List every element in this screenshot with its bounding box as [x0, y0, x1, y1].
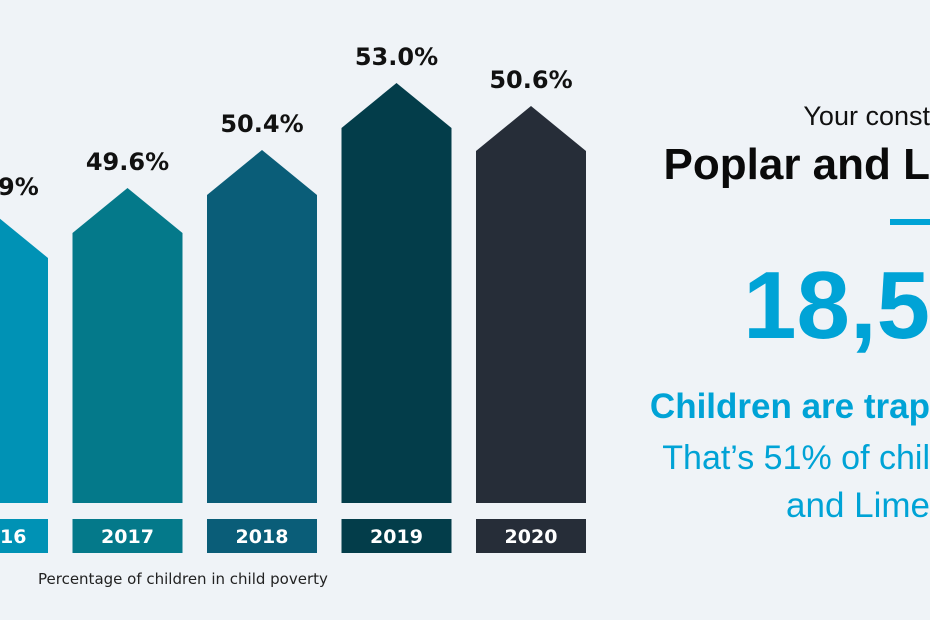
bar-2020	[476, 106, 586, 503]
category-label-16: 16	[0, 526, 26, 548]
value-label-2018: 50.4%	[220, 110, 303, 138]
category-box-2020	[476, 519, 586, 553]
constituency-name: Poplar and L	[663, 140, 930, 189]
category-label-2018: 2018	[236, 526, 289, 548]
category-box-2019	[341, 519, 452, 553]
category-label-2019: 2019	[370, 526, 423, 548]
bar-2019	[341, 83, 452, 503]
value-label-2017: 49.6%	[86, 148, 169, 176]
value-label-2019: 53.0%	[355, 43, 438, 71]
category-box-16	[0, 519, 48, 553]
value-label-16: 9%	[0, 173, 39, 201]
chart-caption: Percentage of children in child poverty	[38, 570, 328, 588]
constituency-intro: Your const	[803, 101, 930, 131]
bar-16	[0, 218, 48, 503]
category-box-2018	[207, 519, 317, 553]
category-box-2017	[72, 519, 183, 553]
percentage-statement-cont: and Lime	[786, 486, 930, 525]
percentage-statement: That’s 51% of chil	[662, 439, 930, 477]
bar-2017	[72, 188, 183, 503]
value-label-2020: 50.6%	[489, 66, 572, 94]
category-label-2017: 2017	[101, 526, 154, 548]
poverty-statement: Children are trap	[649, 387, 930, 426]
accent-divider	[890, 219, 930, 225]
category-label-2020: 2020	[505, 526, 558, 548]
bar-2018	[207, 150, 317, 503]
children-count: 18,5	[743, 252, 930, 359]
